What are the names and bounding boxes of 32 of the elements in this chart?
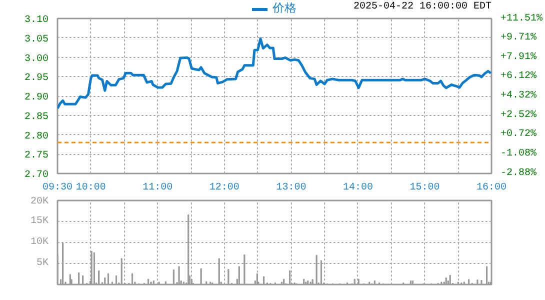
y2-tick-label: +9.71%	[500, 32, 537, 44]
x-tick-label: 16:00	[476, 182, 507, 194]
y2-tick-label: -2.88%	[500, 168, 537, 179]
y2-tick-label: +2.52%	[500, 110, 537, 121]
y2-tick-label: +7.91%	[500, 52, 537, 63]
y-tick-label: 3.05	[24, 34, 49, 46]
y-tick-label: 15K	[30, 216, 49, 227]
y-tick-label: 3.00	[24, 54, 49, 65]
y2-tick-label: +6.12%	[500, 71, 537, 82]
y-tick-label: 2.95	[24, 73, 49, 84]
line-series	[58, 37, 492, 110]
y-tick-label: 3.10	[24, 15, 49, 26]
y2-tick-label: +0.72%	[500, 129, 537, 140]
x-tick-label: 09:30	[42, 182, 73, 194]
y-tick-label: 20K	[30, 196, 49, 208]
y-tick-label: 2.80	[24, 131, 49, 142]
y-tick-label: 10K	[30, 237, 49, 248]
x-tick-label: 12:00	[209, 182, 240, 194]
x-tick-label: 10:00	[76, 182, 106, 194]
x-tick-label: 11:00	[142, 182, 173, 194]
y2-tick-label: +11.51%	[500, 14, 543, 24]
text: 2025-04-22 16:00:00 EDT	[353, 2, 492, 12]
y-tick-label: 2.70	[24, 170, 49, 181]
x-tick-label: 15:00	[410, 182, 440, 194]
y-tick-label: 2.75	[24, 150, 49, 162]
x-tick-label: 13:00	[276, 182, 306, 194]
y-tick-label: 5K	[36, 258, 49, 269]
x-tick-label: 14:00	[342, 182, 373, 194]
y2-tick-label: +4.32%	[500, 90, 537, 102]
y-tick-label: 2.90	[24, 92, 49, 104]
y-tick-label: 2.85	[24, 112, 49, 123]
y2-tick-label: -1.08%	[500, 148, 537, 160]
